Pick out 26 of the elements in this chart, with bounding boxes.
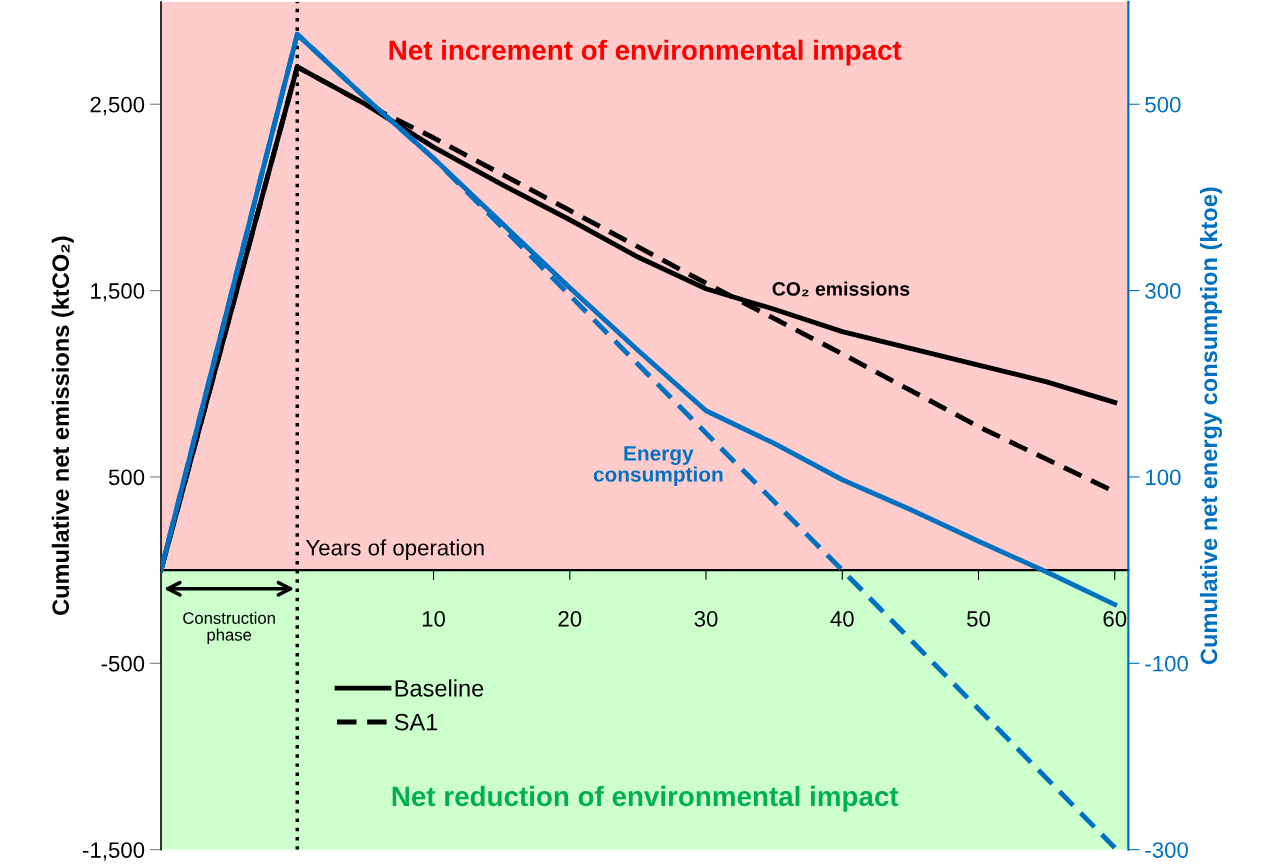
band-label: Net reduction of environmental impact [392, 785, 899, 812]
x-axis-title: Years of operation [305, 539, 484, 560]
y2-tick-label: -300 [1145, 842, 1188, 858]
y-tick-label: 2,500 [90, 96, 145, 116]
x-tick-label: 60 [1103, 610, 1127, 627]
y-tick-label: -1,500 [83, 842, 145, 861]
y2-tick-label: 100 [1146, 469, 1181, 486]
annotation: CO₂ emissions [772, 281, 910, 297]
x-tick-label: 50 [967, 610, 991, 627]
y-axis-title: Cumulative net emissions (ktCO₂) [51, 236, 74, 615]
x-tick-label: 10 [422, 610, 446, 627]
y2-tick-label: 300 [1145, 283, 1181, 299]
legend-label: Baseline [395, 679, 484, 697]
y2-axis-title: Cumulative net energy consumption (ktoe) [1199, 187, 1223, 665]
annotation: Energy consumption [593, 446, 723, 486]
x-tick-label: 30 [694, 610, 718, 627]
x-tick-label: 40 [830, 610, 854, 627]
y-tick-label: -500 [101, 655, 145, 672]
y2-tick-label: 500 [1145, 96, 1181, 113]
y-tick-label: 1,500 [91, 283, 145, 302]
annotation: Construction phase [183, 611, 275, 645]
y2-tick-label: -100 [1145, 655, 1188, 672]
y-tick-label: 500 [108, 469, 145, 486]
x-tick-label: 20 [558, 610, 582, 627]
band-label: Net increment of environmental impact [389, 39, 902, 66]
legend-label: SA1 [394, 713, 438, 731]
